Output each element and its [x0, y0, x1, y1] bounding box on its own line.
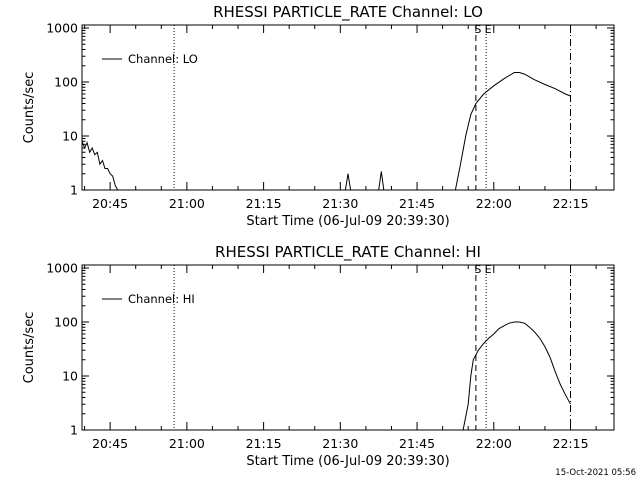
x-tick-label: 20:45: [92, 196, 128, 211]
y-axis-label: Counts/sec: [22, 312, 37, 384]
x-tick-label: 21:00: [169, 196, 205, 211]
x-tick-label: 22:15: [553, 196, 589, 211]
y-tick-label: 10: [62, 369, 78, 384]
x-axis-label: Start Time (06-Jul-09 20:39:30): [246, 454, 449, 469]
x-tick-label: 22:15: [553, 436, 589, 451]
hi-channel-panel: RHESSI PARTICLE_RATE Channel: HI 1 10 100 10…: [22, 243, 615, 469]
lo-channel-panel: RHESSI PARTICLE_RATE Channel: LO 1 10 100 10…: [22, 3, 615, 229]
x-tick-label: 21:00: [169, 436, 205, 451]
x-axis-label: Start Time (06-Jul-09 20:39:30): [246, 214, 449, 229]
plot-frame: [81, 24, 615, 191]
marker-label-e: E: [485, 263, 492, 276]
x-tick-label: 21:30: [322, 436, 358, 451]
plot-frame: [81, 264, 615, 431]
marker-label-s: S: [474, 23, 481, 36]
y-tick-label: 10: [62, 129, 78, 144]
y-tick-label: 1: [70, 183, 78, 198]
legend-label: Channel: LO: [128, 52, 198, 66]
x-tick-label: 21:30: [322, 196, 358, 211]
series-line: [81, 72, 571, 191]
x-tick-label: 22:00: [476, 436, 512, 451]
y-tick-label: 1000: [46, 261, 78, 276]
chart-title: RHESSI PARTICLE_RATE Channel: HI: [215, 243, 481, 262]
y-tick-label: 100: [54, 315, 78, 330]
x-tick-label: 22:00: [476, 196, 512, 211]
x-tick-label: 21:45: [399, 196, 435, 211]
marker-label-s: S: [474, 263, 481, 276]
series-line: [462, 321, 571, 431]
x-tick-label: 21:15: [246, 196, 282, 211]
x-tick-label: 21:15: [246, 436, 282, 451]
y-tick-label: 100: [54, 75, 78, 90]
y-axis-label: Counts/sec: [22, 72, 37, 144]
x-tick-label: 21:45: [399, 436, 435, 451]
legend-label: Channel: HI: [128, 292, 195, 306]
y-tick-label: 1: [70, 423, 78, 438]
x-tick-label: 20:45: [92, 436, 128, 451]
marker-label-e: E: [485, 23, 492, 36]
chart-title: RHESSI PARTICLE_RATE Channel: LO: [213, 3, 483, 22]
y-tick-label: 1000: [46, 21, 78, 36]
footer-timestamp: 15-Oct-2021 05:56: [555, 468, 636, 478]
